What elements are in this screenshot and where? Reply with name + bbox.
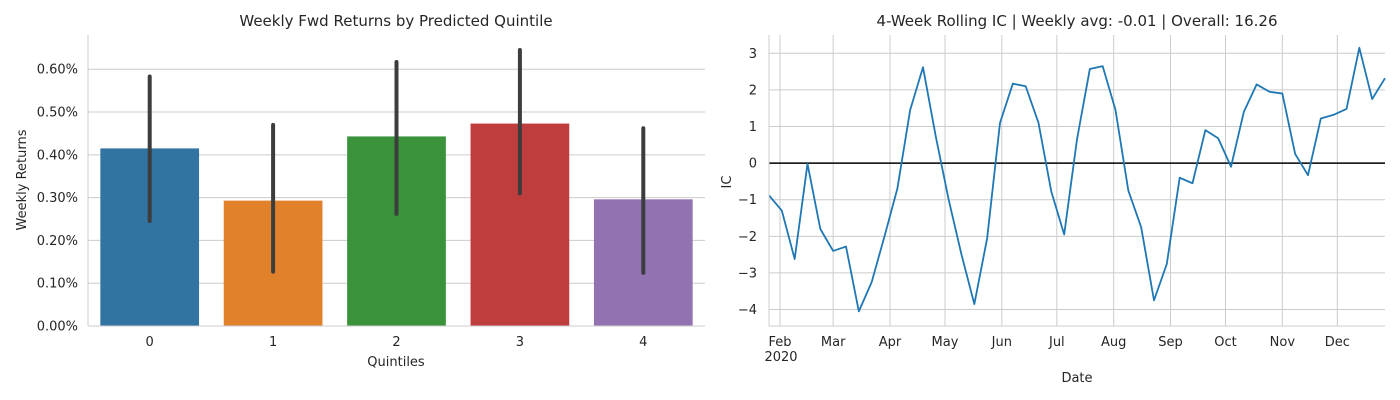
ic-line-series: [768, 46, 1386, 313]
line-spines: [768, 35, 1385, 327]
line-x-tick-label: Oct: [1214, 335, 1236, 350]
bar-x-tick-label: 2: [392, 335, 400, 350]
bar-y-axis-label: Weekly Returns: [15, 129, 30, 230]
line-x-tick-label: May: [932, 335, 959, 350]
line-y-tick-label: −4: [738, 303, 757, 318]
line-y-tick-label: 0: [749, 157, 757, 172]
line-x-tick-label: Feb: [768, 335, 791, 350]
line-x-tick-label: Mar: [821, 335, 846, 350]
bar-x-tick-label: 1: [269, 335, 277, 350]
line-y-tick-label: −1: [738, 193, 757, 208]
bar-x-tick-label: 0: [146, 335, 154, 350]
bar-y-tick-label: 0.50%: [37, 106, 78, 121]
line-x-tick-label: Nov: [1270, 335, 1296, 350]
line-x-tick-labels: Feb Mar Apr May Jun Jul Aug Sep Oct Nov Dec: [768, 335, 1349, 350]
bar-y-tick-label: 0.00%: [37, 320, 78, 335]
bar-y-tick-label: 0.40%: [37, 148, 78, 163]
line-y-tick-label: 3: [749, 47, 757, 62]
line-year-label: 2020: [764, 350, 797, 365]
line-y-tick-label: 2: [749, 83, 757, 98]
line-x-tick-label: Jun: [991, 335, 1012, 350]
line-grid: [769, 35, 1385, 326]
bar-chart-title: Weekly Fwd Returns by Predicted Quintile: [239, 12, 552, 30]
line-x-axis-label: Date: [1061, 371, 1092, 386]
line-x-tick-label: Sep: [1158, 335, 1183, 350]
bar-y-tick-label: 0.60%: [37, 63, 78, 78]
line-chart-rolling-ic: −4 −3 −2 −1 0 1 2 3 Feb Mar Apr May Jun Jul Aug Sep Oct…: [720, 12, 1386, 386]
line-y-tick-label: 1: [749, 120, 757, 135]
line-x-tick-label: Jul: [1048, 335, 1065, 350]
line-y-axis-label: IC: [720, 176, 735, 189]
bar-x-axis-label: Quintiles: [367, 355, 425, 370]
bar-chart-quintile-returns: 0.00% 0.10% 0.20% 0.30% 0.40% 0.50% 0.60% 0 1 2 3…: [15, 12, 705, 370]
bar-y-tick-label: 0.30%: [37, 191, 78, 206]
line-y-tick-label: −2: [738, 230, 757, 245]
line-chart-title: 4-Week Rolling IC | Weekly avg: -0.01 | …: [876, 12, 1277, 30]
bar-x-tick-label: 4: [639, 335, 647, 350]
line-x-tick-label: Dec: [1325, 335, 1350, 350]
bar-x-tick-label: 3: [516, 335, 524, 350]
line-y-tick-label: −3: [738, 266, 757, 281]
line-y-tick-labels: −4 −3 −2 −1 0 1 2 3: [738, 47, 757, 318]
bar-error-bars: [147, 47, 646, 275]
line-x-tick-label: Apr: [879, 335, 902, 350]
bar-y-tick-label: 0.20%: [37, 234, 78, 249]
line-x-tick-label: Aug: [1101, 335, 1126, 350]
bar-y-tick-label: 0.10%: [37, 277, 78, 292]
bar-x-tick-labels: 0 1 2 3 4: [146, 335, 648, 350]
bar-spines: [87, 35, 705, 327]
line-series-group: [768, 46, 1386, 313]
bar-y-tick-labels: 0.00% 0.10% 0.20% 0.30% 0.40% 0.50% 0.60%: [37, 63, 78, 335]
